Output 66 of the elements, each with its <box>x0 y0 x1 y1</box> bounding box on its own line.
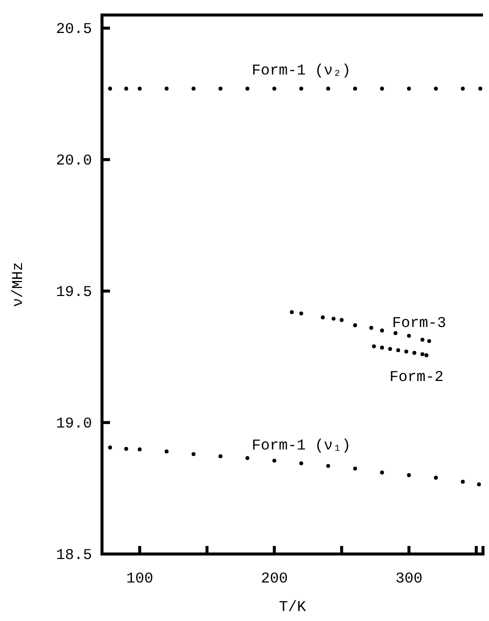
point <box>108 446 112 450</box>
point <box>164 450 169 454</box>
point <box>299 461 304 466</box>
point <box>192 86 196 91</box>
point <box>407 334 411 338</box>
point <box>340 318 344 322</box>
point <box>138 447 142 452</box>
y-tick-label: 18.5 <box>56 546 92 564</box>
y-axis-title: ν/MHz <box>10 262 27 308</box>
point <box>332 316 336 321</box>
point <box>326 464 330 468</box>
series-label: Form-1 (ν₁) <box>252 437 351 454</box>
point <box>164 86 169 91</box>
point <box>380 470 384 474</box>
point <box>138 86 142 91</box>
point <box>326 86 330 91</box>
x-tick-label: 300 <box>395 570 422 588</box>
y-tick-label: 19.0 <box>56 415 92 432</box>
point <box>299 86 304 91</box>
point <box>272 86 276 91</box>
point <box>124 446 128 451</box>
point <box>460 480 465 484</box>
point <box>434 86 438 91</box>
point <box>272 458 276 463</box>
point <box>245 456 250 460</box>
point <box>394 331 398 336</box>
point <box>245 86 250 91</box>
point <box>420 352 424 356</box>
point <box>218 454 222 458</box>
y-tick-label: 19.5 <box>56 284 92 301</box>
point <box>424 353 428 358</box>
point <box>353 86 358 91</box>
point <box>477 482 481 486</box>
point <box>372 344 376 348</box>
point <box>434 476 438 480</box>
point <box>412 350 416 355</box>
point <box>404 350 408 354</box>
point <box>192 452 196 456</box>
point <box>218 86 222 91</box>
point <box>478 86 482 91</box>
point <box>124 86 128 91</box>
point <box>353 323 358 328</box>
y-tick-label: 20.5 <box>56 20 92 38</box>
x-axis-title: T/K <box>278 599 306 616</box>
point <box>290 310 294 314</box>
point <box>427 339 432 343</box>
x-tick-label: 100 <box>126 570 154 588</box>
series-label: Form-1 (ν₂) <box>252 62 351 80</box>
point <box>460 86 465 91</box>
point <box>420 338 424 342</box>
point <box>407 473 411 478</box>
y-tick-label: 20.0 <box>56 152 92 170</box>
point <box>320 315 325 320</box>
series-label: Form-3 <box>392 315 446 332</box>
point <box>353 466 358 470</box>
x-tick-label: 200 <box>260 570 288 588</box>
point <box>108 86 112 91</box>
point <box>388 346 392 351</box>
point <box>396 348 400 352</box>
series-label: Form-2 <box>389 369 444 386</box>
point <box>380 328 384 332</box>
point <box>407 86 411 91</box>
point <box>380 86 384 91</box>
point <box>380 346 384 350</box>
point <box>299 311 304 316</box>
point <box>369 326 374 330</box>
